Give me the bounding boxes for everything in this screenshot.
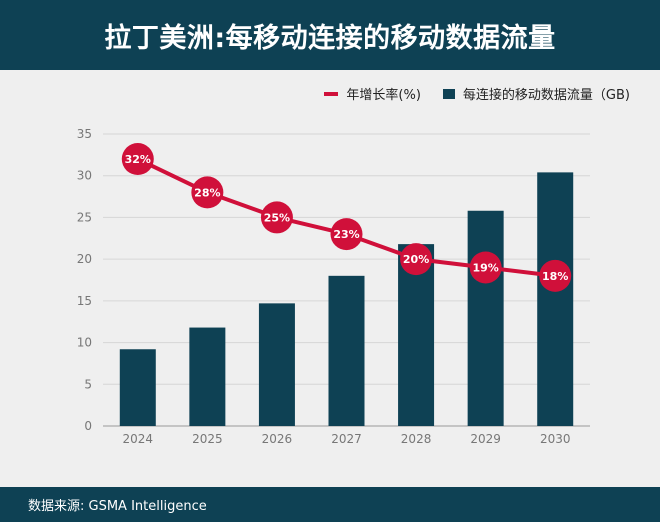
y-tick-label: 5 <box>84 377 92 391</box>
legend-label-growth: 年增长率(%) <box>346 88 421 103</box>
x-tick-label: 2024 <box>123 432 154 446</box>
growth-marker <box>330 218 363 251</box>
source-note: 数据来源: GSMA Intelligence <box>28 499 207 514</box>
growth-marker <box>260 201 293 234</box>
growth-label: 20% <box>403 253 429 266</box>
legend-item-traffic: 每连接的移动数据流量（GB) <box>442 84 630 103</box>
bar <box>258 303 295 426</box>
y-tick-label: 30 <box>77 169 92 183</box>
bar <box>467 210 504 426</box>
y-tick-label: 25 <box>77 210 92 224</box>
chart-title: 拉丁美洲:每移动连接的移动数据流量 <box>104 22 556 54</box>
x-tick-label: 2030 <box>540 432 571 446</box>
growth-marker <box>400 243 433 276</box>
growth-marker <box>469 251 502 284</box>
growth-marker <box>191 176 224 209</box>
y-tick-label: 10 <box>77 336 92 350</box>
y-tick-label: 20 <box>77 252 92 266</box>
x-tick-label: 2026 <box>262 432 293 446</box>
legend: 年增长率(%) 每连接的移动数据流量（GB) <box>302 84 630 103</box>
legend-line-swatch <box>324 91 339 96</box>
legend-item-growth: 年增长率(%) <box>324 84 421 103</box>
growth-label: 19% <box>472 261 498 274</box>
bar <box>189 327 226 426</box>
x-tick-label: 2028 <box>401 432 432 446</box>
y-tick-label: 35 <box>77 127 92 141</box>
legend-bar-swatch <box>442 88 455 99</box>
growth-label: 23% <box>333 228 359 241</box>
bar <box>119 349 156 426</box>
growth-label: 18% <box>542 270 568 283</box>
y-tick-label: 0 <box>84 419 92 433</box>
growth-label: 32% <box>125 153 151 166</box>
growth-marker <box>121 143 154 176</box>
header-bar: 拉丁美洲:每移动连接的移动数据流量 <box>0 0 660 70</box>
y-tick-label: 15 <box>77 294 92 308</box>
growth-label: 28% <box>194 186 220 199</box>
growth-label: 25% <box>264 211 290 224</box>
growth-marker <box>539 259 572 292</box>
x-tick-label: 2029 <box>470 432 501 446</box>
x-tick-label: 2025 <box>192 432 223 446</box>
x-tick-label: 2027 <box>331 432 362 446</box>
legend-label-traffic: 每连接的移动数据流量（GB) <box>462 88 630 103</box>
footer-bar: 数据来源: GSMA Intelligence <box>0 487 660 522</box>
bar <box>328 275 365 426</box>
bar <box>537 172 574 426</box>
